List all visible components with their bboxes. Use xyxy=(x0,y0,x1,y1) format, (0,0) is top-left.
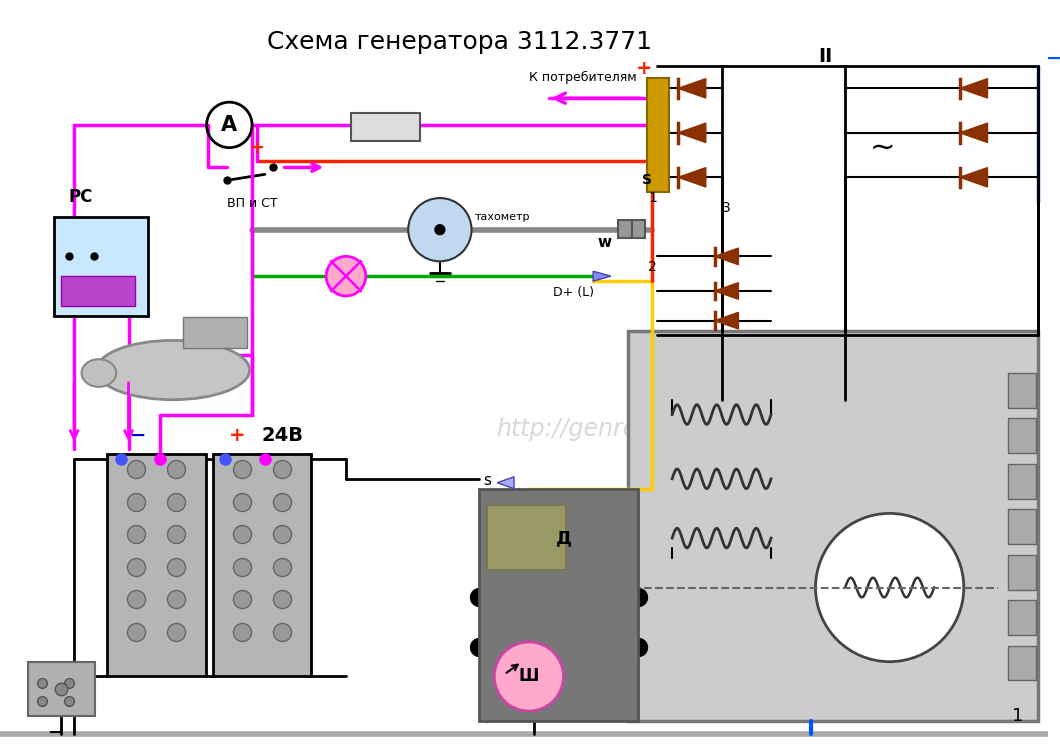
Bar xyxy=(648,78,669,192)
Text: тахометр: тахометр xyxy=(475,212,530,222)
Text: S: S xyxy=(642,173,653,187)
Text: 2: 2 xyxy=(648,260,657,274)
Text: К потребителям: К потребителям xyxy=(529,71,637,84)
Text: 1: 1 xyxy=(648,191,657,205)
Bar xyxy=(632,220,646,237)
Circle shape xyxy=(408,198,472,261)
Bar xyxy=(1008,600,1036,635)
Text: D+ (L): D+ (L) xyxy=(553,286,594,299)
Polygon shape xyxy=(960,79,988,98)
Polygon shape xyxy=(497,477,514,489)
Text: 3: 3 xyxy=(722,201,731,215)
Bar xyxy=(351,113,420,140)
Circle shape xyxy=(435,225,445,234)
Text: ВП и СТ: ВП и СТ xyxy=(227,197,278,210)
Bar xyxy=(488,505,566,570)
Polygon shape xyxy=(960,123,988,143)
Text: −: − xyxy=(47,724,61,742)
Text: ~: ~ xyxy=(870,133,896,162)
Polygon shape xyxy=(678,79,706,98)
Text: −: − xyxy=(1046,49,1060,68)
Bar xyxy=(1008,373,1036,408)
Text: −: − xyxy=(130,427,146,445)
Bar xyxy=(618,220,632,237)
Bar xyxy=(1008,418,1036,453)
Text: s: s xyxy=(483,472,492,487)
Ellipse shape xyxy=(82,359,117,387)
Bar xyxy=(61,276,136,306)
Polygon shape xyxy=(714,312,739,329)
Text: http://genrem.narod.ru: http://genrem.narod.ru xyxy=(496,418,768,442)
Bar xyxy=(479,489,637,721)
Circle shape xyxy=(326,256,366,296)
Text: Д: Д xyxy=(555,529,571,547)
Circle shape xyxy=(815,514,964,662)
Text: +: + xyxy=(249,139,265,157)
Bar xyxy=(212,454,312,677)
Bar xyxy=(1008,646,1036,680)
Polygon shape xyxy=(594,271,611,281)
Bar xyxy=(28,662,95,716)
Text: II: II xyxy=(818,47,832,65)
Ellipse shape xyxy=(96,340,249,400)
Bar xyxy=(107,454,206,677)
Text: +: + xyxy=(636,59,653,77)
Circle shape xyxy=(494,642,564,711)
Text: A: A xyxy=(222,115,237,135)
Bar xyxy=(628,330,1038,721)
Bar xyxy=(1008,555,1036,590)
Polygon shape xyxy=(678,167,706,187)
Text: w: w xyxy=(598,234,612,249)
Bar xyxy=(54,217,148,315)
Text: Ш: Ш xyxy=(518,668,540,686)
Text: РС: РС xyxy=(69,188,93,206)
Text: +: + xyxy=(229,427,246,445)
Polygon shape xyxy=(714,282,739,300)
Polygon shape xyxy=(678,123,706,143)
Text: Схема генератора 3112.3771: Схема генератора 3112.3771 xyxy=(267,30,652,54)
Text: 1: 1 xyxy=(1012,707,1024,725)
Text: 24В: 24В xyxy=(262,427,304,445)
Polygon shape xyxy=(960,167,988,187)
Bar xyxy=(183,317,247,348)
Polygon shape xyxy=(714,248,739,264)
Bar xyxy=(1008,464,1036,499)
Bar xyxy=(1008,509,1036,544)
